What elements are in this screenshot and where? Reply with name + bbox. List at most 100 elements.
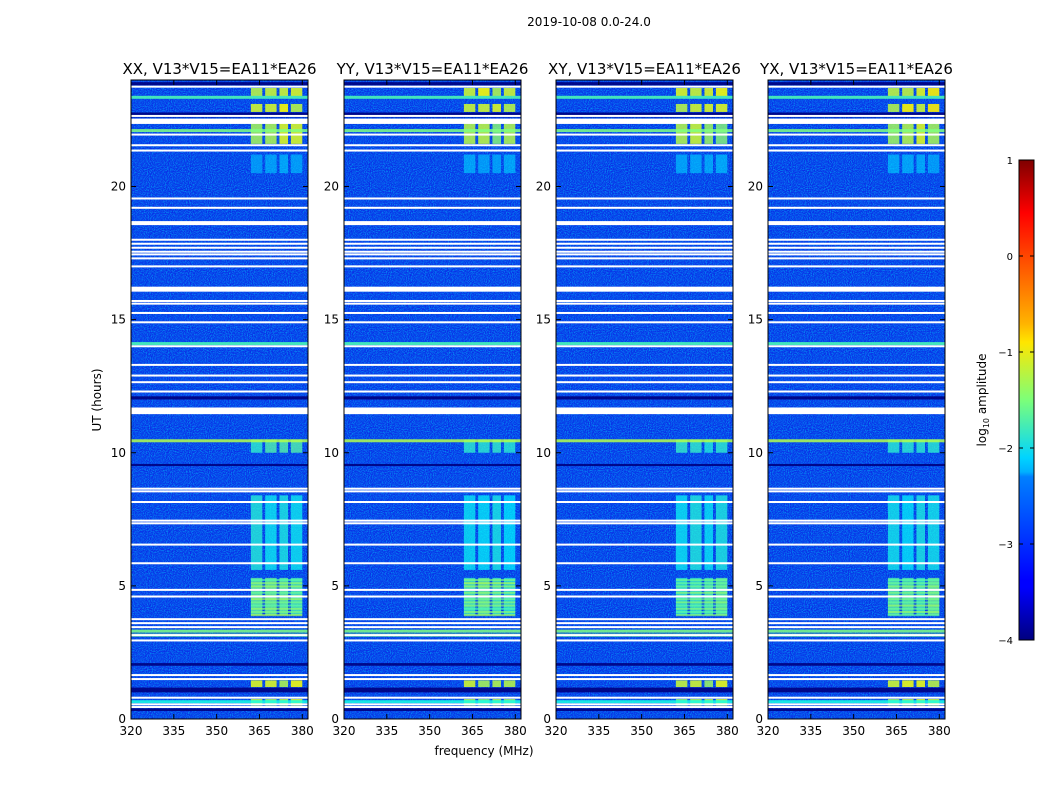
x-tick-label: 350 bbox=[630, 724, 653, 738]
colorbar-gradient bbox=[1018, 159, 1035, 641]
rfi-block bbox=[916, 87, 926, 96]
flagged-row bbox=[768, 374, 945, 377]
flagged-row bbox=[768, 618, 945, 621]
rfi-block bbox=[279, 87, 289, 96]
flagged-block bbox=[344, 407, 521, 415]
flagged-row bbox=[556, 114, 733, 117]
flagged-row bbox=[768, 265, 945, 268]
flagged-row bbox=[131, 253, 308, 256]
colorbar-tick-label: −1 bbox=[998, 348, 1013, 359]
rfi-block bbox=[704, 87, 714, 96]
flagged-row bbox=[344, 519, 521, 522]
rfi-streak bbox=[675, 614, 728, 617]
flagged-row bbox=[344, 390, 521, 393]
flagged-row bbox=[344, 487, 521, 490]
flagged-row bbox=[768, 242, 945, 245]
broadband-row bbox=[768, 342, 945, 346]
flagged-block bbox=[768, 287, 945, 292]
rfi-block bbox=[250, 154, 263, 174]
flagged-row bbox=[556, 85, 733, 88]
flagged-row bbox=[131, 242, 308, 245]
y-tick-label: 15 bbox=[111, 313, 126, 327]
rfi-block bbox=[902, 103, 914, 112]
y-tick-label: 5 bbox=[755, 579, 763, 593]
rfi-block bbox=[250, 439, 263, 453]
rfi-streak bbox=[887, 601, 940, 604]
rfi-block bbox=[927, 680, 940, 688]
flagged-row bbox=[768, 678, 945, 681]
rfi-block bbox=[503, 87, 516, 96]
flagged-row bbox=[768, 299, 945, 302]
rfi-block bbox=[887, 495, 900, 570]
y-tick-label: 0 bbox=[543, 712, 551, 726]
rfi-block bbox=[492, 680, 502, 688]
flagged-row bbox=[344, 250, 521, 253]
no-data-row bbox=[344, 663, 521, 666]
flagged-row bbox=[556, 197, 733, 200]
flagged-block bbox=[556, 118, 733, 124]
no-data-row bbox=[768, 687, 945, 693]
flagged-row bbox=[131, 706, 308, 709]
rfi-block bbox=[690, 154, 702, 174]
flagged-row bbox=[131, 250, 308, 253]
flagged-block bbox=[768, 407, 945, 415]
rfi-streak bbox=[675, 610, 728, 613]
broadband-row bbox=[344, 629, 521, 633]
rfi-block bbox=[704, 103, 714, 112]
flagged-row bbox=[344, 703, 521, 706]
no-data-row bbox=[768, 82, 945, 86]
rfi-block bbox=[290, 680, 303, 688]
x-tick-label: 320 bbox=[333, 724, 356, 738]
flagged-row bbox=[344, 634, 521, 637]
rfi-streak bbox=[463, 585, 516, 588]
no-data-row bbox=[131, 687, 308, 693]
x-tick-label: 320 bbox=[757, 724, 780, 738]
flagged-row bbox=[768, 696, 945, 699]
no-data-row bbox=[131, 663, 308, 666]
x-tick-label: 365 bbox=[461, 724, 484, 738]
rfi-block bbox=[675, 680, 688, 688]
flagged-row bbox=[556, 626, 733, 629]
panels: XX, V13*V15=EA11*EA26 320 335 350 365 380 0 5 10… bbox=[111, 60, 953, 738]
flagged-row bbox=[768, 622, 945, 625]
flagged-row bbox=[131, 85, 308, 88]
flagged-row bbox=[131, 265, 308, 268]
flagged-block bbox=[556, 407, 733, 415]
no-data-row bbox=[131, 463, 308, 467]
no-data-row bbox=[344, 463, 521, 467]
flagged-row bbox=[768, 345, 945, 348]
rfi-block bbox=[290, 87, 303, 96]
flagged-block bbox=[131, 287, 308, 292]
broadband-row bbox=[556, 439, 733, 443]
flagged-row bbox=[768, 501, 945, 504]
flagged-row bbox=[344, 299, 521, 302]
rfi-block bbox=[290, 495, 303, 570]
broadband-row bbox=[344, 129, 521, 133]
panel-title: XX, V13*V15=EA11*EA26 bbox=[122, 60, 316, 78]
rfi-streak bbox=[887, 598, 940, 601]
rfi-streak bbox=[675, 607, 728, 610]
flagged-row bbox=[131, 626, 308, 629]
no-data-row bbox=[344, 82, 521, 86]
flagged-row bbox=[768, 114, 945, 117]
x-tick-label: 380 bbox=[504, 724, 527, 738]
flagged-row bbox=[556, 149, 733, 152]
flagged-row bbox=[556, 639, 733, 642]
y-tick-label: 10 bbox=[111, 446, 126, 460]
flagged-row bbox=[556, 363, 733, 366]
y-tick-label: 15 bbox=[748, 313, 763, 327]
rfi-block bbox=[478, 495, 490, 570]
rfi-block bbox=[902, 680, 914, 688]
flagged-row bbox=[556, 703, 733, 706]
x-tick-label: 365 bbox=[673, 724, 696, 738]
rfi-streak bbox=[675, 591, 728, 594]
flagged-row bbox=[768, 639, 945, 642]
broadband-row bbox=[556, 700, 733, 704]
broadband-row bbox=[344, 700, 521, 704]
rfi-block bbox=[887, 680, 900, 688]
flagged-row bbox=[131, 374, 308, 377]
rfi-block bbox=[927, 103, 940, 112]
flagged-row bbox=[344, 311, 521, 314]
y-tick-label: 5 bbox=[118, 579, 126, 593]
flagged-row bbox=[768, 674, 945, 677]
